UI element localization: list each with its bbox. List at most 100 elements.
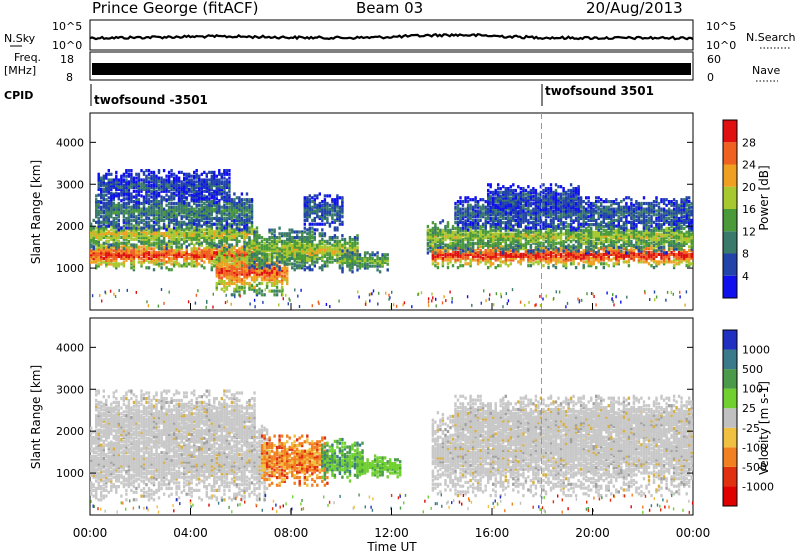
range-cell xyxy=(328,194,332,198)
range-cell xyxy=(95,215,98,219)
range-cell xyxy=(286,270,289,274)
range-cell xyxy=(240,200,244,204)
range-cell xyxy=(600,262,603,266)
range-cell xyxy=(341,220,344,224)
range-cell xyxy=(97,251,100,255)
range-cell xyxy=(238,254,241,259)
range-cell xyxy=(230,266,234,270)
range-cell xyxy=(228,280,231,284)
range-cell xyxy=(338,264,342,268)
range-cell xyxy=(177,199,181,203)
range-cell xyxy=(326,249,329,253)
range-cell xyxy=(688,262,691,266)
range-cell xyxy=(97,241,100,245)
range-cell xyxy=(223,213,226,217)
range-cell xyxy=(338,253,342,257)
range-cell xyxy=(130,266,133,270)
range-cell xyxy=(90,230,93,234)
range-cell xyxy=(127,205,131,209)
range-cell xyxy=(203,216,206,221)
range-cell xyxy=(130,253,133,257)
range-cell xyxy=(228,201,231,206)
range-cell xyxy=(328,222,332,226)
range-cell xyxy=(293,247,296,251)
range-cell xyxy=(213,258,216,262)
range-cell xyxy=(102,232,105,236)
range-cell xyxy=(514,254,517,258)
range-cell xyxy=(193,209,196,213)
range-cell xyxy=(459,228,462,232)
range-cell xyxy=(466,236,470,240)
range-cell xyxy=(218,249,221,253)
range-cell xyxy=(358,257,362,261)
range-cell xyxy=(341,203,344,207)
range-cell xyxy=(313,253,316,257)
range-cell xyxy=(451,241,455,246)
range-cell xyxy=(177,178,181,182)
range-cell xyxy=(100,230,103,234)
range-cell xyxy=(630,252,633,256)
range-cell xyxy=(291,247,294,251)
range-cell xyxy=(459,234,462,238)
range-cell xyxy=(534,256,538,260)
range-cell xyxy=(213,199,216,203)
range-cell xyxy=(275,280,279,284)
range-cell xyxy=(527,258,530,262)
range-cell xyxy=(230,262,234,266)
range-cell xyxy=(172,237,176,241)
range-cell xyxy=(303,201,306,206)
range-cell xyxy=(210,191,213,195)
range-cell xyxy=(255,272,259,276)
range-cell xyxy=(220,220,223,224)
range-cell xyxy=(532,254,535,258)
range-cell xyxy=(140,209,143,213)
range-cell xyxy=(306,209,309,213)
range-cell xyxy=(311,253,314,257)
range-cell xyxy=(293,268,296,272)
range-cell xyxy=(273,289,276,293)
range-cell xyxy=(130,211,133,215)
range-cell xyxy=(152,247,156,251)
range-cell xyxy=(331,200,334,204)
range-cell xyxy=(278,289,281,293)
range-cell xyxy=(157,251,161,255)
range-cell xyxy=(497,256,500,260)
range-cell xyxy=(107,215,110,219)
range-cell xyxy=(286,243,289,247)
range-cell xyxy=(484,252,487,256)
range-cell xyxy=(381,260,384,264)
range-cell xyxy=(215,274,218,278)
range-cell xyxy=(461,228,465,232)
range-cell xyxy=(338,241,342,245)
range-cell xyxy=(602,252,605,256)
range-cell xyxy=(592,247,595,251)
range-cell xyxy=(509,258,512,262)
range-cell xyxy=(117,182,120,186)
range-cell xyxy=(434,224,437,229)
range-cell xyxy=(117,193,120,197)
range-cell xyxy=(632,258,636,262)
range-cell xyxy=(328,260,332,264)
range-cell xyxy=(218,280,221,284)
range-cell xyxy=(223,170,226,174)
range-cell xyxy=(456,228,460,232)
range-cell xyxy=(243,222,246,226)
range-cell xyxy=(110,185,113,190)
range-cell xyxy=(233,200,236,204)
range-cell xyxy=(326,251,329,255)
range-cell xyxy=(238,201,241,206)
range-cell xyxy=(152,249,156,253)
range-cell xyxy=(135,222,138,226)
range-cell xyxy=(484,232,487,236)
range-cell xyxy=(220,239,223,243)
range-cell xyxy=(172,253,176,257)
range-cell xyxy=(220,209,223,213)
range-cell xyxy=(220,215,223,219)
range-cell xyxy=(572,250,575,255)
range-cell xyxy=(547,250,550,255)
range-cell xyxy=(275,239,279,243)
range-cell xyxy=(185,207,188,211)
range-cell xyxy=(122,174,126,178)
range-cell xyxy=(97,172,100,176)
range-cell xyxy=(220,281,223,286)
